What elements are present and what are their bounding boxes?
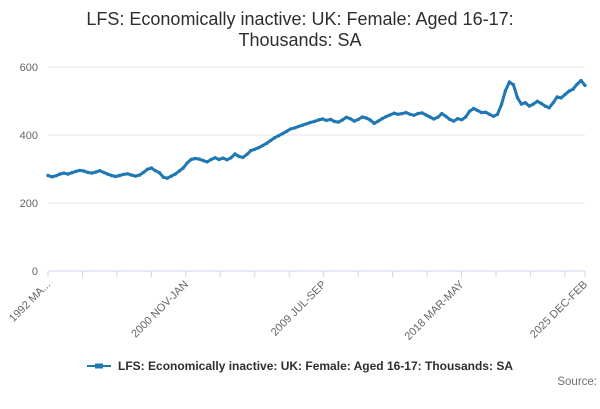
series-line: [46, 79, 587, 180]
x-tick-label: 2009 JUL-SEP: [269, 279, 329, 339]
series-markers: [46, 78, 587, 180]
y-tick-label: 200: [20, 198, 38, 210]
chart-title-line2: Thousands: SA: [238, 30, 362, 50]
y-tick-label: 400: [20, 130, 38, 142]
y-tick-label: 600: [20, 62, 38, 74]
chart-title: LFS: Economically inactive: UK: Female: …: [0, 9, 600, 51]
source-note: Source:: [0, 376, 600, 388]
series-line-marker-icon: [87, 363, 112, 369]
chart-title-line1: LFS: Economically inactive: UK: Female: …: [86, 9, 514, 29]
x-tick-label: 2000 NOV-JAN: [129, 279, 191, 341]
line-chart: 0 200 400 600 1992 MA... 2000 NOV-JAN 2009 JUL…: [7, 62, 590, 343]
x-tick-label: 2018 MAR-MAY: [403, 278, 468, 343]
x-tick-label: 1992 MA...: [7, 279, 53, 325]
source-label: Source:: [557, 376, 597, 388]
y-tick-label: 0: [32, 266, 38, 278]
legend-item[interactable]: LFS: Economically inactive: UK: Female: …: [87, 359, 513, 373]
x-axis-labels: 1992 MA... 2000 NOV-JAN 2009 JUL-SEP 2018 M…: [7, 278, 590, 343]
x-tick-label: 2025 DEC-FEB: [528, 279, 590, 341]
x-tick-marks: [47, 271, 586, 277]
y-axis-labels: 0 200 400 600: [20, 62, 38, 278]
legend-label: LFS: Economically inactive: UK: Female: …: [118, 359, 513, 373]
legend: LFS: Economically inactive: UK: Female: …: [0, 359, 600, 373]
y-gridlines: [48, 66, 585, 204]
